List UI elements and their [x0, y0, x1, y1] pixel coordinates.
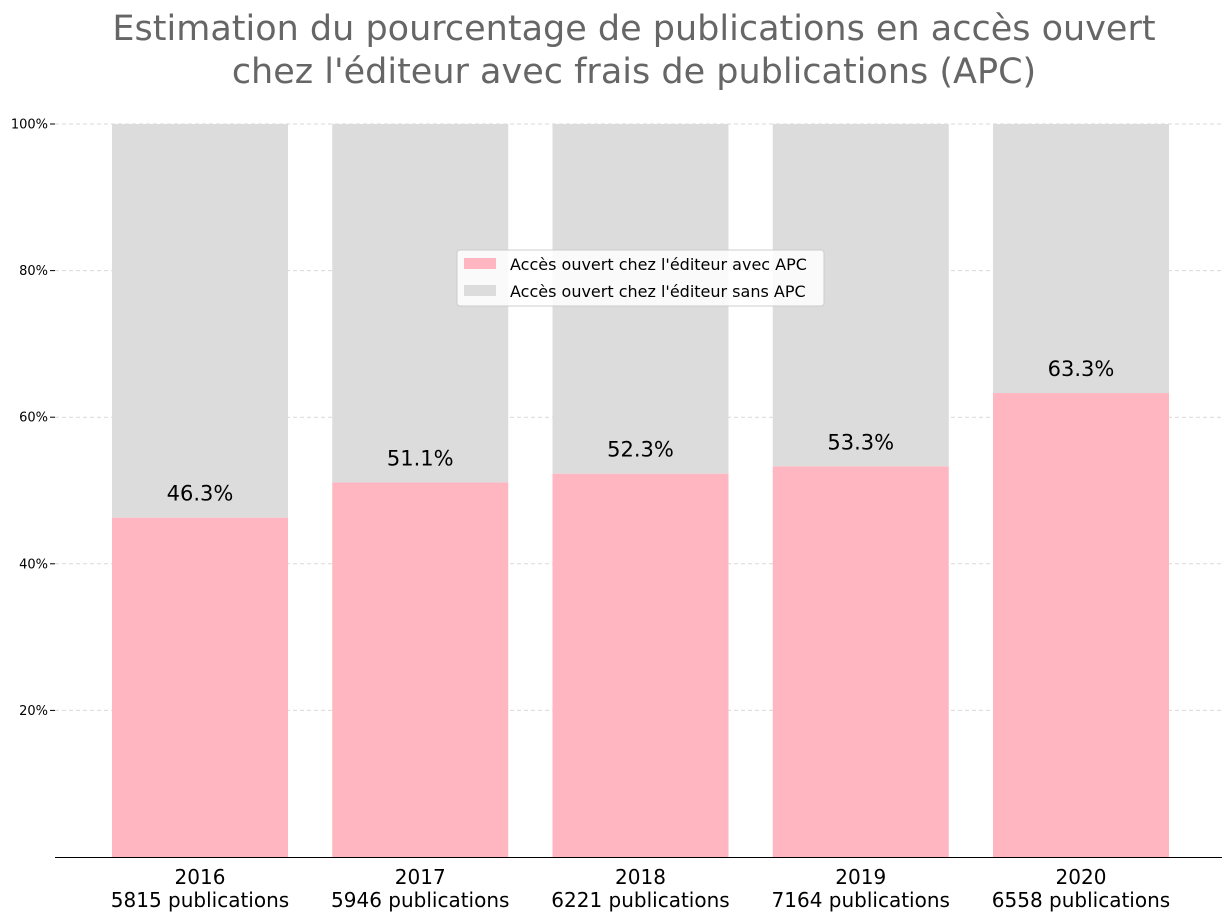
bar-without-apc: [112, 124, 288, 518]
legend-box: [456, 249, 825, 307]
bar-value-label: 52.3%: [607, 438, 674, 462]
chart-title-line: Estimation du pourcentage de publication…: [112, 9, 1155, 49]
bar-value-label: 63.3%: [1048, 357, 1115, 381]
y-tick-label: 100%: [11, 118, 48, 133]
x-tick-label: 2020: [1056, 865, 1107, 889]
y-tick-label: 60%: [19, 411, 48, 426]
bar-with-apc: [772, 466, 949, 857]
bar-value-label: 53.3%: [827, 430, 894, 454]
bar-with-apc: [993, 393, 1169, 857]
x-tick-sublabel: 5946 publications: [331, 888, 509, 912]
y-tick-label: 20%: [19, 704, 48, 719]
bars: [112, 124, 1169, 857]
bar-value-label: 46.3%: [167, 482, 234, 506]
chart-title-line: chez l'éditeur avec frais de publication…: [232, 52, 1036, 92]
bar-with-apc: [552, 473, 729, 857]
legend-label-without-apc: Accès ouvert chez l'éditeur sans APC: [510, 282, 806, 301]
x-tick-label: 2016: [175, 865, 226, 889]
data-labels: 46.3% 51.1% 52.3% 53.3% 63.3%: [167, 357, 1115, 506]
legend-swatch-with-apc: [464, 258, 496, 269]
x-tick-label: 2018: [615, 865, 666, 889]
x-tick-label: 2019: [835, 865, 886, 889]
bar-without-apc: [993, 124, 1169, 394]
x-tick-sublabel: 5815 publications: [111, 888, 289, 912]
bar-value-label: 51.1%: [387, 446, 454, 470]
x-tick-sublabel: 6558 publications: [992, 888, 1170, 912]
y-tick-label: 80%: [19, 264, 48, 279]
chart-title: Estimation du pourcentage de publication…: [112, 9, 1155, 92]
x-tick-label: 2017: [395, 865, 446, 889]
chart-title-text: Estimation du pourcentage de publication…: [112, 9, 1155, 92]
y-tick-label: 40%: [19, 557, 48, 572]
x-tick-sublabel: 7164 publications: [772, 888, 950, 912]
legend: Accès ouvert chez l'éditeur avec APC Accè…: [456, 249, 825, 307]
legend-swatch-without-apc: [464, 285, 496, 296]
x-tick-sublabel: 6221 publications: [551, 888, 729, 912]
legend-label-with-apc: Accès ouvert chez l'éditeur avec APC: [510, 255, 807, 274]
bar-with-apc: [112, 517, 288, 857]
bar-with-apc: [332, 482, 509, 857]
